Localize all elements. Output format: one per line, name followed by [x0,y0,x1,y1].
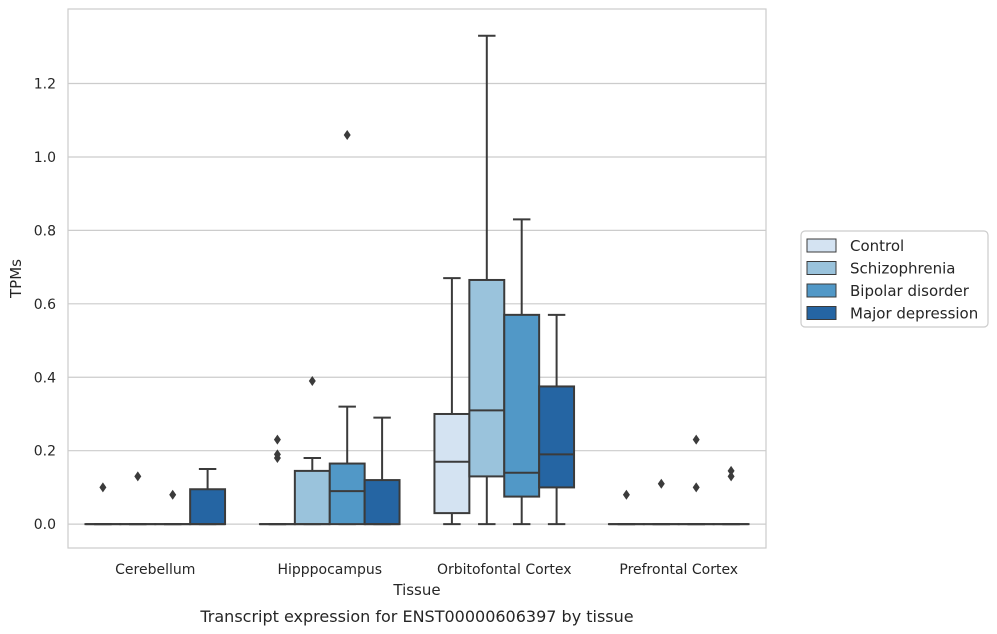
y-tick-label: 1.2 [34,77,56,93]
box-control [258,434,296,526]
y-axis-title: TPMs [7,259,25,299]
box-iqr [363,479,401,526]
legend-swatch [806,261,837,275]
outlier-point [134,471,142,482]
x-tick-labels: Cerebellum Hipppocampus Orbitofontal Corte… [115,562,738,578]
box-iqr [468,278,506,478]
box-control [84,482,122,526]
outlier-point [99,482,107,493]
box-control [607,489,645,526]
outlier-point [622,489,630,500]
x-tick-label: Cerebellum [115,562,195,578]
box-schizophrenia [468,34,506,526]
box-schizophrenia [293,375,331,526]
y-tick-label: 1.0 [34,150,56,166]
legend-swatch [806,283,837,298]
y-tick-label: 0.6 [34,297,56,313]
y-tick-label: 0.2 [34,444,56,460]
legend-swatch [806,306,837,320]
box-major-depression [363,416,401,526]
outlier-point [308,375,316,386]
box-bipolar-disorder [503,218,541,526]
box-schizophrenia [119,471,157,526]
y-tick-label: 0.8 [34,223,56,239]
legend-label: Major depression [850,305,978,323]
box-iqr [433,412,471,515]
x-tick-label: Hipppocampus [277,562,382,578]
outlier-point [273,453,281,464]
x-axis-title: Tissue [392,581,440,599]
box-iqr [503,313,541,498]
x-tick-label: Orbitofontal Cortex [437,562,572,578]
y-tick-label: 0.4 [34,370,56,386]
box-major-depression [538,313,576,526]
legend-swatch [806,238,837,253]
legend-frame [800,230,989,328]
y-tick-label: 0.0 [34,517,56,533]
box-bipolar-disorder [677,434,715,526]
y-tick-labels: 0.0 0.2 0.4 0.6 0.8 1.0 1.2 [34,77,56,534]
outlier-point [692,482,700,493]
legend-label: Schizophrenia [850,260,955,278]
outlier-point [727,471,735,482]
outlier-point [343,129,351,140]
y-gridlines [68,82,766,525]
box-iqr [293,469,331,526]
chart-caption: Transcript expression for ENST0000060639… [199,607,633,626]
box-iqr [328,462,366,526]
box-iqr [189,488,227,526]
box-control [433,277,471,526]
legend-label: Control [850,237,904,255]
outlier-point [169,489,177,500]
box-major-depression [712,465,750,526]
box-bipolar-disorder [328,129,366,526]
legend: Control Schizophrenia Bipolar disorder Majo… [800,230,989,328]
legend-label: Bipolar disorder [850,282,970,300]
outlier-point [692,434,700,445]
outlier-point [727,465,735,476]
box-bipolar-disorder [154,489,192,526]
plot-area-frame [67,8,767,549]
box-schizophrenia [642,478,680,526]
box-series-group [84,34,750,526]
box-major-depression [189,468,227,526]
x-tick-label: Prefrontal Cortex [619,562,738,578]
box-iqr [538,385,576,489]
outlier-point [273,434,281,445]
outlier-point [657,478,665,489]
